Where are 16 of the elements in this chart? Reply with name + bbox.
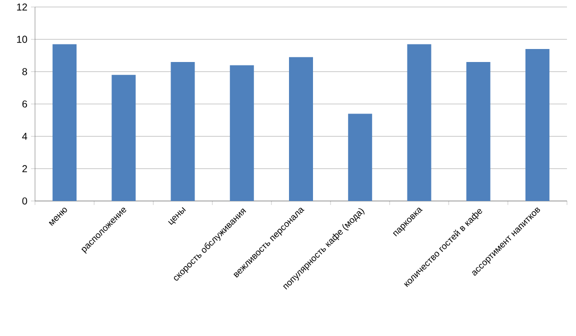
y-tick-label: 8: [22, 68, 28, 76]
bar: [466, 62, 490, 201]
y-tick-label: 2: [22, 165, 27, 172]
y-tick-label: 0: [22, 197, 28, 205]
bar: [170, 62, 195, 201]
bar: [348, 114, 372, 201]
y-tick-label: 12: [17, 4, 27, 10]
y-tick-label: 6: [22, 100, 28, 108]
bar: [230, 65, 254, 201]
bar: [289, 57, 313, 201]
bar: [52, 44, 77, 201]
bar: [525, 49, 550, 201]
bar: [112, 74, 136, 201]
y-tick-label: 10: [17, 36, 28, 43]
y-tick-label: 4: [22, 132, 28, 140]
bar: [407, 44, 432, 201]
